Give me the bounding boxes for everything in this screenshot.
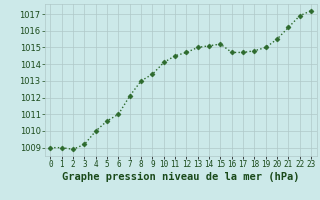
X-axis label: Graphe pression niveau de la mer (hPa): Graphe pression niveau de la mer (hPa) (62, 172, 300, 182)
